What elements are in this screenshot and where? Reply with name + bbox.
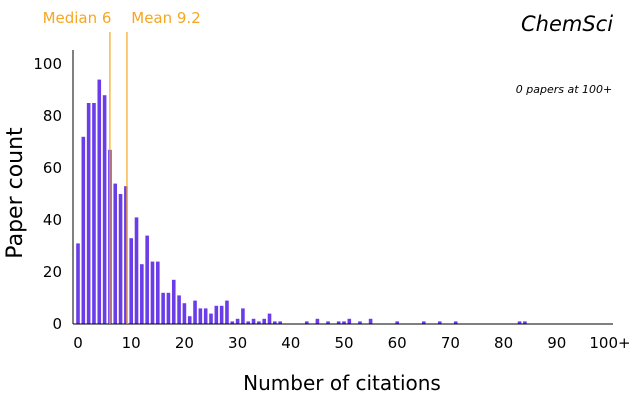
histogram-bar <box>453 321 458 324</box>
ticks-layer: 0 10 20 30 40 50 60 70 80 90 100+ 0 20 40 60 80 100 <box>33 55 630 352</box>
x-tick-label: 10 <box>122 334 141 352</box>
y-tick-label: 20 <box>43 263 62 281</box>
histogram-bar <box>241 308 245 324</box>
x-tick-label: 90 <box>547 334 566 352</box>
x-tick-label: 50 <box>334 334 353 352</box>
histogram-bar <box>182 303 187 324</box>
histogram-bar <box>422 321 426 324</box>
y-tick-label: 60 <box>43 159 62 177</box>
histogram-bar <box>97 79 102 324</box>
histogram-bar <box>209 313 213 324</box>
histogram-bar <box>336 321 341 324</box>
histogram-bar <box>161 292 165 324</box>
y-tick-label: 40 <box>43 211 62 229</box>
x-axis-label: Number of citations <box>243 371 441 395</box>
histogram-bar <box>326 321 330 324</box>
histogram-bar <box>124 186 128 324</box>
y-tick-label: 80 <box>43 107 62 125</box>
x-tick-label: 100+ <box>589 334 630 352</box>
axes-layer <box>72 50 613 325</box>
histogram-bar <box>198 308 203 324</box>
histogram-bar <box>395 321 399 324</box>
x-tick-label: 20 <box>175 334 194 352</box>
x-tick-label: 60 <box>388 334 407 352</box>
histogram-bar <box>262 318 266 324</box>
x-tick-label: 80 <box>494 334 513 352</box>
histogram-bar <box>113 183 118 324</box>
median-label: Median 6 <box>43 9 112 27</box>
histogram-bar <box>171 279 176 324</box>
x-tick-label: 0 <box>73 334 83 352</box>
histogram-bar <box>235 318 240 324</box>
histogram-bar <box>129 238 133 324</box>
histogram-bar <box>92 103 96 324</box>
mean-label: Mean 9.2 <box>131 9 201 27</box>
histogram-bar <box>140 264 144 324</box>
histogram-bar <box>203 308 208 324</box>
histogram-bar <box>304 321 309 324</box>
histogram-bar <box>76 243 80 324</box>
histogram-bar <box>523 321 527 324</box>
histogram-bar <box>251 318 256 324</box>
chart-title: ChemSci <box>521 12 613 36</box>
y-tick-label: 100 <box>33 55 62 73</box>
y-tick-label: 0 <box>52 315 62 333</box>
histogram-bar <box>187 316 192 324</box>
histogram-bar <box>145 235 149 324</box>
histogram-bar <box>257 321 261 324</box>
overflow-note: 0 papers at 100+ <box>516 83 612 96</box>
histogram-bar <box>102 95 107 324</box>
histogram-bar <box>166 292 171 324</box>
x-tick-label: 70 <box>441 334 460 352</box>
histogram-bar <box>267 313 272 324</box>
histogram-bar <box>278 321 282 324</box>
histogram-bar <box>230 321 235 324</box>
histogram-bar <box>437 321 442 324</box>
histogram-bar <box>150 261 155 324</box>
x-tick-label: 40 <box>281 334 300 352</box>
histogram-bar <box>177 295 181 324</box>
histogram-bar <box>118 194 123 324</box>
histogram-bar <box>358 321 362 324</box>
histogram-bar <box>315 318 320 324</box>
histogram-bar <box>517 321 522 324</box>
histogram-bar <box>368 318 373 324</box>
histogram-bar <box>219 305 224 324</box>
histogram-bar <box>156 261 160 324</box>
bars-layer <box>76 79 527 324</box>
histogram-bar <box>273 321 277 324</box>
histogram-bar <box>246 321 251 324</box>
histogram-bar <box>134 217 139 324</box>
histogram-bar <box>342 321 346 324</box>
x-tick-label: 30 <box>228 334 247 352</box>
histogram-bar <box>81 136 86 324</box>
histogram-bar <box>214 305 219 324</box>
histogram-bar <box>347 318 352 324</box>
y-axis-label: Paper count <box>3 127 28 259</box>
histogram-bar <box>86 103 91 324</box>
histogram-bar <box>225 300 229 324</box>
histogram-bar <box>193 300 197 324</box>
annotations-layer: Median 6 Mean 9.2 <box>43 9 201 324</box>
